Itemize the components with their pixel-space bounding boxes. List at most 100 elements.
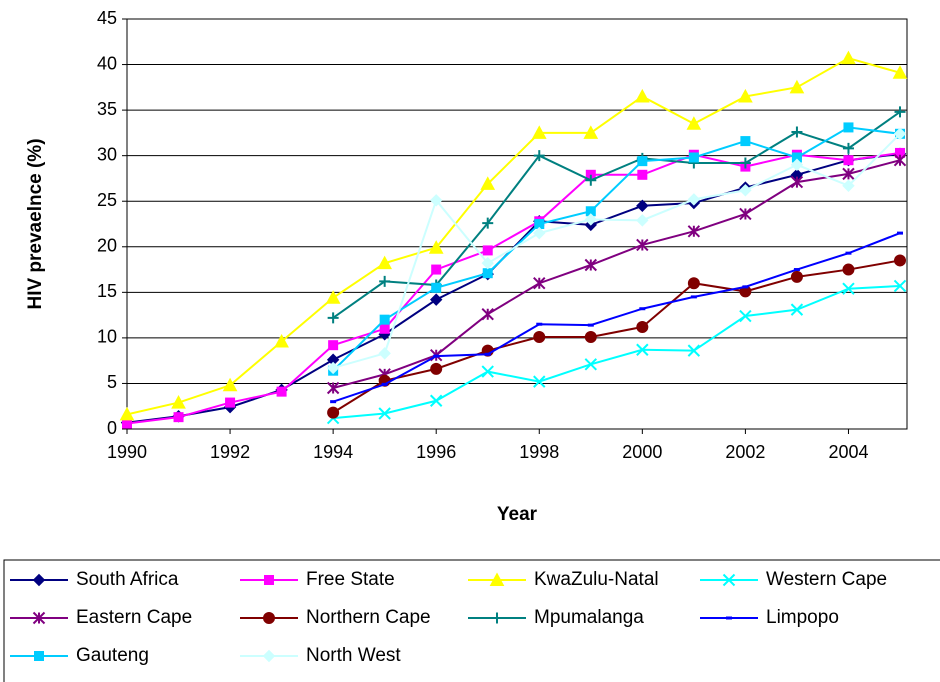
legend-box — [3, 559, 940, 682]
y-tick-label: 30 — [97, 144, 117, 164]
y-tick-label: 10 — [97, 327, 117, 347]
data-point — [480, 176, 496, 190]
data-point — [637, 156, 648, 167]
series-line — [126, 152, 901, 424]
legend-label: Eastern Cape — [76, 607, 192, 628]
data-point — [790, 158, 804, 171]
data-point — [325, 290, 341, 304]
data-point — [379, 275, 391, 287]
legend-label: Mpumalanga — [534, 607, 644, 628]
data-point — [893, 279, 907, 293]
data-point — [636, 214, 649, 227]
data-point — [687, 193, 701, 206]
legend-marker — [32, 611, 46, 625]
data-point — [688, 152, 699, 163]
data-point — [687, 277, 700, 290]
legend-marker — [32, 573, 46, 587]
data-point — [431, 264, 442, 275]
data-point — [843, 122, 854, 133]
data-point — [326, 361, 340, 375]
data-point — [894, 254, 906, 267]
plot-frame — [126, 18, 908, 430]
data-point — [429, 394, 443, 407]
data-point — [892, 65, 908, 79]
data-point — [481, 307, 494, 321]
data-point — [843, 155, 854, 166]
legend-marker — [264, 575, 274, 585]
x-tick-label: 2002 — [725, 442, 765, 462]
data-point — [222, 377, 238, 392]
legend-marker — [263, 612, 275, 624]
data-point — [171, 395, 186, 409]
y-tick-label: 5 — [107, 372, 117, 392]
data-point — [379, 314, 390, 325]
legend-label: Gauteng — [76, 645, 149, 666]
data-point — [636, 320, 649, 333]
data-point — [533, 150, 545, 162]
legend-label: North West — [306, 645, 401, 666]
data-point — [842, 263, 855, 276]
data-point — [583, 125, 599, 139]
data-point — [378, 407, 391, 420]
series-line — [332, 232, 901, 403]
x-tick-label: 1994 — [313, 442, 353, 462]
data-point — [739, 157, 751, 169]
x-axis-title: Year — [497, 504, 538, 525]
data-point — [739, 184, 752, 197]
data-point — [430, 362, 443, 375]
data-point — [429, 293, 443, 306]
data-point — [894, 106, 906, 118]
data-point — [686, 116, 702, 130]
data-point — [378, 347, 391, 360]
data-point — [739, 207, 752, 221]
data-point — [533, 226, 546, 240]
data-point — [481, 256, 494, 270]
data-point — [739, 309, 752, 323]
data-point — [636, 238, 649, 252]
legend-label: Western Cape — [766, 569, 887, 590]
y-axis-title: HIV prevaelnce (%) — [25, 138, 46, 309]
series-line — [332, 159, 901, 389]
data-point — [790, 175, 804, 189]
x-tick-label: 2004 — [828, 442, 868, 462]
data-point — [429, 194, 443, 207]
legend-marker — [491, 612, 503, 624]
y-tick-label: 15 — [97, 281, 117, 301]
data-point — [481, 365, 494, 378]
series-line — [333, 284, 901, 420]
data-point — [893, 154, 907, 167]
y-tick-label: 20 — [97, 236, 117, 256]
series-line — [332, 126, 901, 372]
y-tick-label: 35 — [97, 99, 117, 119]
data-point — [584, 330, 597, 343]
x-tick-label: 2000 — [622, 442, 662, 462]
series-line — [126, 151, 901, 425]
data-point — [738, 88, 753, 103]
legend-marker — [722, 573, 736, 587]
data-point — [276, 386, 287, 397]
data-point — [789, 79, 805, 94]
legend-marker — [489, 572, 505, 586]
data-point — [531, 125, 547, 139]
data-point — [790, 270, 803, 283]
x-tick-label: 1992 — [210, 442, 250, 462]
data-point — [584, 213, 598, 226]
data-point — [431, 282, 442, 293]
series-line — [332, 133, 901, 369]
data-point — [377, 255, 393, 270]
data-point — [842, 142, 854, 154]
data-point — [533, 375, 546, 388]
data-point — [636, 343, 649, 356]
legend-label: KwaZulu-Natal — [534, 569, 659, 590]
data-point — [636, 199, 649, 212]
data-point — [584, 258, 598, 272]
data-point — [428, 240, 444, 254]
data-point — [173, 412, 184, 423]
data-point — [842, 167, 855, 181]
x-tick-label: 1990 — [107, 442, 147, 462]
data-point — [842, 179, 855, 192]
data-point — [327, 312, 339, 324]
data-point — [274, 333, 289, 348]
x-tick-label: 1998 — [519, 442, 559, 462]
